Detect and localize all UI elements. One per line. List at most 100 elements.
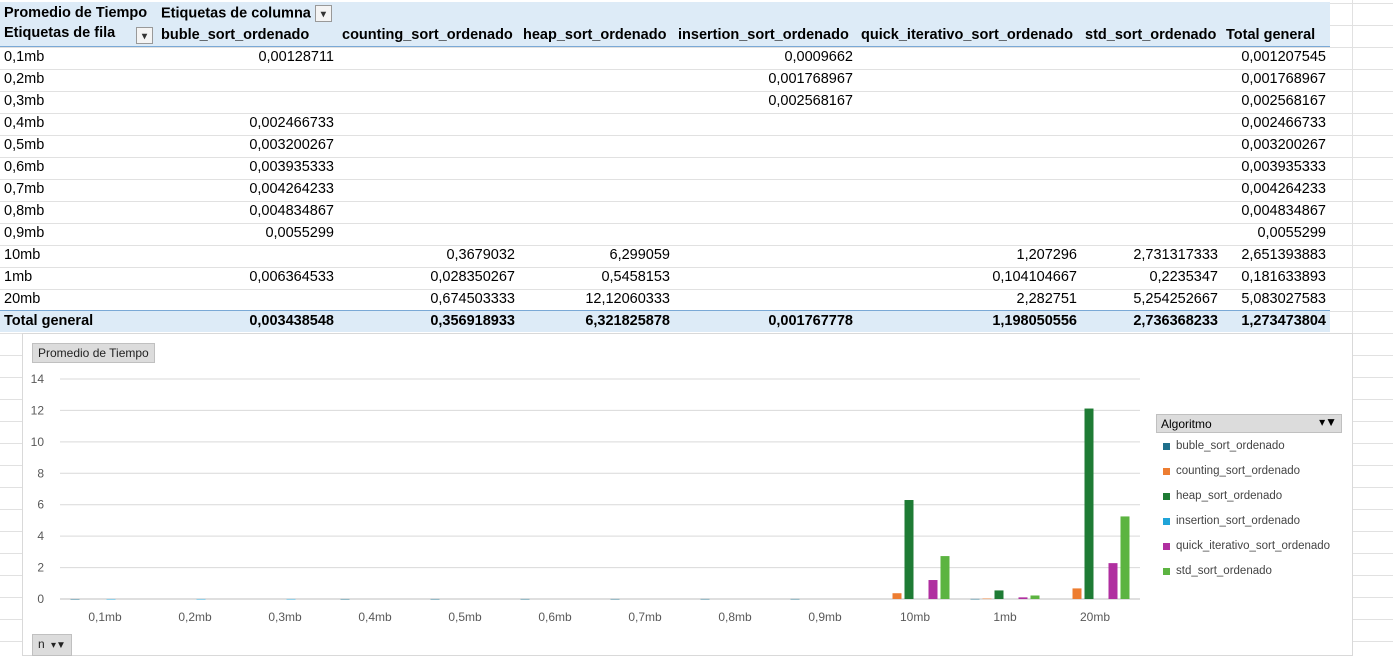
row-label[interactable]: 1mb — [4, 269, 33, 285]
value-cell[interactable]: 0,2235347 — [1149, 269, 1218, 285]
value-cell[interactable] — [674, 288, 857, 310]
table-row[interactable]: 0,9mb 0,0055299 0,0055299 — [0, 222, 1330, 244]
table-row[interactable]: 0,7mb 0,004264233 0,004264233 — [0, 178, 1330, 200]
axis-field-button[interactable]: n ▾▼ — [32, 634, 72, 656]
table-row[interactable]: 0,5mb 0,003200267 0,003200267 — [0, 134, 1330, 156]
value-cell[interactable] — [857, 46, 1081, 68]
legend-filter-button[interactable]: Algoritmo ▾▼ — [1156, 414, 1342, 433]
table-row[interactable]: 10mb 0,3679032 6,299059 1,207296 2,731317333… — [0, 244, 1330, 266]
value-cell[interactable] — [857, 222, 1081, 244]
row-label[interactable]: 0,3mb — [4, 93, 45, 109]
value-cell[interactable] — [338, 200, 519, 222]
value-cell[interactable]: 0,0055299 — [1257, 225, 1326, 241]
value-cell[interactable] — [674, 112, 857, 134]
column-header[interactable]: buble_sort_ordenado — [157, 24, 338, 47]
table-row[interactable]: 0,2mb 0,001768967 0,001768967 — [0, 68, 1330, 90]
value-cell[interactable] — [674, 222, 857, 244]
value-cell[interactable] — [674, 134, 857, 156]
value-cell[interactable]: 0,002466733 — [249, 115, 334, 131]
table-row[interactable]: 0,6mb 0,003935333 0,003935333 — [0, 156, 1330, 178]
value-cell[interactable] — [519, 46, 674, 68]
value-cell[interactable]: 0,003200267 — [249, 137, 334, 153]
row-label[interactable]: 0,7mb — [4, 181, 45, 197]
column-header[interactable]: Total general — [1222, 24, 1330, 47]
value-cell[interactable] — [674, 178, 857, 200]
value-cell[interactable] — [857, 68, 1081, 90]
value-cell[interactable] — [338, 112, 519, 134]
value-cell[interactable] — [338, 68, 519, 90]
value-cell[interactable] — [338, 178, 519, 200]
value-cell[interactable] — [674, 200, 857, 222]
row-label[interactable]: 0,9mb — [4, 225, 45, 241]
value-cell[interactable] — [157, 244, 338, 266]
value-cell[interactable]: 0,00128711 — [258, 49, 334, 66]
row-filter-icon[interactable]: ▾ — [136, 27, 153, 45]
column-header[interactable]: std_sort_ordenado — [1081, 24, 1222, 47]
table-row[interactable]: 0,8mb 0,004834867 0,004834867 — [0, 200, 1330, 222]
value-cell[interactable] — [1081, 156, 1222, 178]
row-label[interactable]: 0,2mb — [4, 71, 45, 87]
total-cell[interactable]: 6,321825878 — [519, 309, 674, 332]
value-cell[interactable]: 0,004264233 — [1241, 181, 1326, 197]
value-field-button[interactable]: Promedio de Tiempo — [32, 343, 155, 363]
value-cell[interactable] — [1081, 112, 1222, 134]
value-cell[interactable] — [338, 156, 519, 178]
value-cell[interactable]: 6,299059 — [609, 247, 670, 263]
value-cell[interactable]: 5,254252667 — [1133, 290, 1218, 307]
value-cell[interactable]: 2,651393883 — [1241, 247, 1326, 263]
value-cell[interactable]: 0,001207545 — [1241, 49, 1326, 66]
column-header[interactable]: counting_sort_ordenado — [338, 24, 519, 47]
value-cell[interactable]: 0,674503333 — [430, 290, 515, 307]
value-cell[interactable]: 12,12060333 — [585, 290, 670, 307]
total-row-label[interactable]: Total general — [0, 309, 157, 332]
value-cell[interactable] — [338, 134, 519, 156]
value-cell[interactable]: 0,003200267 — [1241, 137, 1326, 153]
table-row[interactable]: 1mb 0,006364533 0,028350267 0,5458153 0,1041… — [0, 266, 1330, 288]
value-cell[interactable] — [519, 112, 674, 134]
value-cell[interactable]: 0,3679032 — [446, 247, 515, 263]
value-cell[interactable] — [519, 68, 674, 90]
value-cell[interactable]: 0,0055299 — [265, 225, 334, 241]
column-filter-icon[interactable]: ▾ — [314, 4, 332, 22]
value-cell[interactable] — [338, 46, 519, 68]
value-cell[interactable] — [674, 244, 857, 266]
value-cell[interactable] — [519, 156, 674, 178]
row-label[interactable]: 0,1mb — [4, 49, 45, 66]
value-cell[interactable] — [857, 134, 1081, 156]
row-label[interactable]: 10mb — [4, 247, 41, 263]
value-cell[interactable] — [157, 90, 338, 112]
value-cell[interactable]: 0,5458153 — [601, 269, 670, 285]
pivot-chart[interactable]: Promedio de Tiempo 0 2 4 6 8 10 12 14 0,1mb 0,2mb… — [22, 333, 1353, 656]
value-cell[interactable]: 0,028350267 — [430, 269, 515, 285]
value-cell[interactable]: 1,207296 — [1016, 247, 1077, 263]
value-cell[interactable] — [519, 134, 674, 156]
value-cell[interactable]: 5,083027583 — [1241, 290, 1326, 307]
value-cell[interactable] — [857, 156, 1081, 178]
value-cell[interactable] — [157, 288, 338, 310]
value-cell[interactable] — [857, 200, 1081, 222]
value-cell[interactable]: 0,001768967 — [768, 71, 853, 87]
value-cell[interactable]: 0,181633893 — [1241, 269, 1326, 285]
value-cell[interactable]: 0,006364533 — [249, 269, 334, 285]
value-cell[interactable] — [1081, 90, 1222, 112]
value-cell[interactable]: 0,004834867 — [249, 203, 334, 219]
value-cell[interactable] — [519, 178, 674, 200]
row-label[interactable]: 0,6mb — [4, 159, 45, 175]
table-row[interactable]: 0,1mb 0,00128711 0,0009662 0,001207545 — [0, 46, 1330, 68]
total-cell[interactable]: 0,001767778 — [674, 309, 857, 332]
column-header[interactable]: heap_sort_ordenado — [519, 24, 674, 47]
value-cell[interactable] — [338, 90, 519, 112]
value-cell[interactable]: 0,104104667 — [992, 269, 1077, 285]
total-cell[interactable]: 2,736368233 — [1081, 309, 1222, 332]
value-cell[interactable] — [338, 222, 519, 244]
value-cell[interactable]: 0,003935333 — [1241, 159, 1326, 175]
value-cell[interactable] — [1081, 68, 1222, 90]
table-row[interactable]: 0,3mb 0,002568167 0,002568167 — [0, 90, 1330, 112]
pivot-table[interactable]: Promedio de Tiempo Etiquetas de columna ▾… — [0, 2, 1330, 332]
value-cell[interactable]: 0,001768967 — [1241, 71, 1326, 87]
value-cell[interactable] — [857, 178, 1081, 200]
value-cell[interactable] — [157, 68, 338, 90]
value-cell[interactable]: 0,002568167 — [768, 93, 853, 109]
value-cell[interactable]: 0,0009662 — [784, 49, 853, 66]
value-cell[interactable] — [519, 222, 674, 244]
